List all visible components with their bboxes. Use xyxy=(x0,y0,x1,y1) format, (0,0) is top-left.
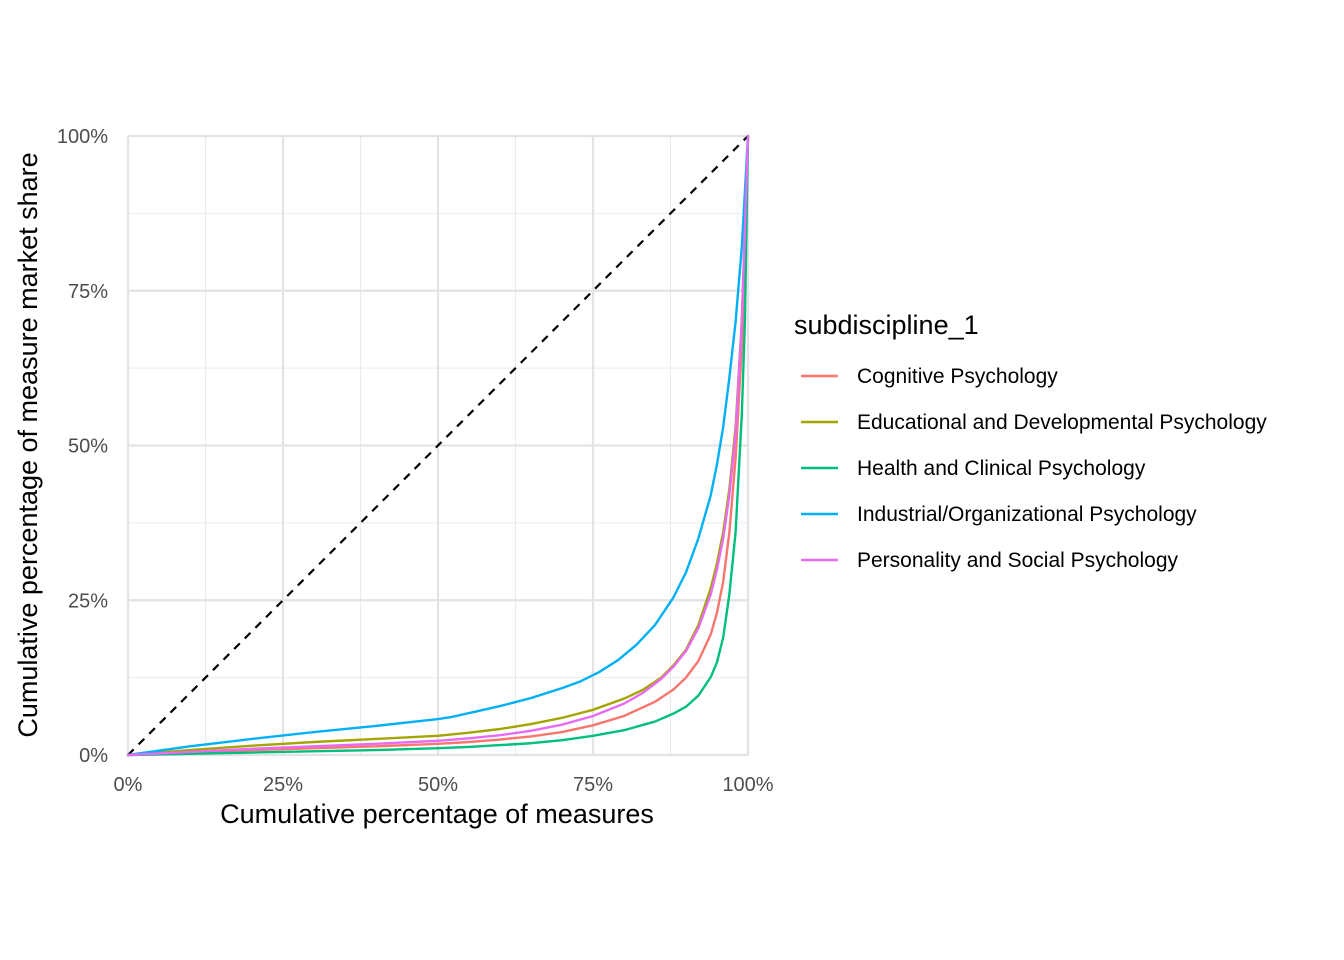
x-tick-label: 100% xyxy=(722,774,773,796)
legend-label: Health and Clinical Psychology xyxy=(857,457,1146,480)
y-axis-title: Cumulative percentage of measure market … xyxy=(13,152,43,737)
series-line-5 xyxy=(126,134,750,757)
y-axis-ticks: 0% 25% 50% 75% 100% xyxy=(57,126,108,767)
legend-item: Industrial/Organizational Psychology xyxy=(801,503,1197,526)
y-tick-label: 0% xyxy=(79,745,108,767)
y-tick-label: 100% xyxy=(57,126,108,148)
reference-line xyxy=(127,135,749,756)
legend: subdiscipline_1 Cognitive Psychology Educ… xyxy=(794,310,1267,572)
series-line-3 xyxy=(126,134,750,757)
reference-line-layer xyxy=(127,135,749,756)
legend-title: subdiscipline_1 xyxy=(794,310,979,340)
legend-label: Personality and Social Psychology xyxy=(857,549,1179,572)
legend-label: Cognitive Psychology xyxy=(857,365,1058,388)
y-tick-label: 75% xyxy=(68,281,108,303)
major-gridlines xyxy=(126,134,750,757)
legend-label: Industrial/Organizational Psychology xyxy=(857,503,1197,526)
series-layer xyxy=(126,134,750,757)
x-tick-label: 50% xyxy=(418,774,458,796)
x-tick-label: 0% xyxy=(114,774,143,796)
x-tick-label: 25% xyxy=(263,774,303,796)
x-axis-ticks: 0% 25% 50% 75% 100% xyxy=(114,774,774,796)
legend-label: Educational and Developmental Psychology xyxy=(857,411,1267,434)
series-line-1 xyxy=(126,134,750,757)
series-line-4 xyxy=(126,134,750,757)
legend-item: Personality and Social Psychology xyxy=(801,549,1179,572)
y-tick-label: 25% xyxy=(68,590,108,612)
x-axis-title: Cumulative percentage of measures xyxy=(220,799,654,829)
legend-item: Cognitive Psychology xyxy=(801,365,1058,388)
legend-item: Educational and Developmental Psychology xyxy=(801,411,1267,434)
y-tick-label: 50% xyxy=(68,436,108,458)
x-tick-label: 75% xyxy=(573,774,613,796)
legend-item: Health and Clinical Psychology xyxy=(801,457,1146,480)
